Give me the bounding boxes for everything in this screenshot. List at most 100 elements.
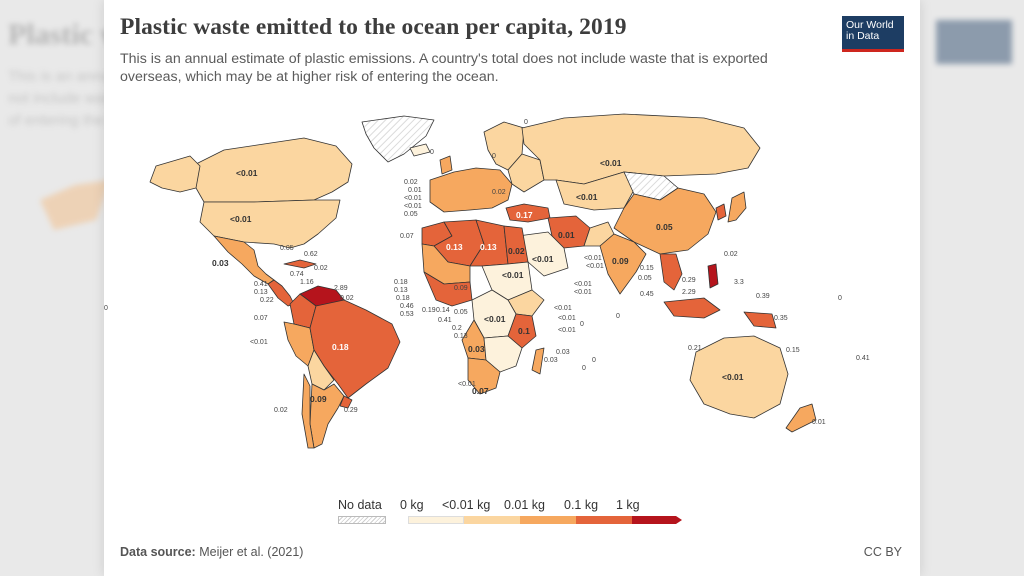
callout-asia-17: 0.01 [812, 419, 826, 426]
label-iran: 0.01 [558, 230, 575, 240]
callout-africa-2: 0.18 [396, 295, 410, 302]
country-chile[interactable] [301, 373, 315, 449]
callout-africa-21: <0.01 [574, 289, 592, 296]
label-south-africa: 0.07 [472, 386, 489, 396]
world-map-svg[interactable]: <0.01 <0.01 <0.01 <0.01 0.05 0.18 0.09 <… [104, 104, 920, 494]
country-indonesia[interactable] [663, 297, 721, 319]
country-uruguay[interactable] [339, 395, 353, 409]
label-brazil: 0.18 [332, 342, 349, 352]
label-tanzania: 0.1 [518, 326, 530, 336]
callout-africa-1: 0.13 [394, 287, 408, 294]
label-argentina: 0.09 [310, 394, 327, 404]
country-western-europe[interactable] [429, 167, 513, 213]
country-india[interactable] [599, 233, 647, 295]
source-value[interactable]: Meijer et al. (2021) [199, 545, 304, 559]
label-libya: 0.13 [480, 242, 497, 252]
legend-swatch-2 [520, 516, 576, 524]
callout-europe-3: 0.01 [408, 187, 422, 194]
callout-americas-6: 0.02 [340, 295, 354, 302]
callout-europe-4: <0.01 [404, 195, 422, 202]
legend-swatch-4 [632, 516, 682, 524]
callout-asia-11: 0.02 [724, 251, 738, 258]
legend-bin-2: 0.01 kg [504, 498, 546, 512]
callout-americas-13: 0.29 [344, 407, 358, 414]
callout-americas-2: 0.02 [314, 265, 328, 272]
country-korea[interactable] [715, 203, 727, 221]
country-russia[interactable] [521, 113, 761, 185]
country-png[interactable] [743, 311, 777, 329]
country-new-zealand[interactable] [785, 403, 817, 433]
callout-africa-18: 0 [582, 365, 586, 372]
country-japan[interactable] [727, 191, 747, 223]
callout-africa-8: 0.41 [438, 317, 452, 324]
chart-subtitle: This is an annual estimate of plastic em… [120, 51, 768, 85]
callout-asia-4: 0.15 [640, 265, 654, 272]
label-kazakhstan: <0.01 [576, 192, 598, 202]
callout-africa-16: 0 [580, 321, 584, 328]
callout-americas-9: 0.22 [260, 297, 274, 304]
label-turkey: 0.17 [516, 210, 533, 220]
country-uk[interactable] [439, 155, 453, 175]
country-china[interactable] [613, 187, 717, 255]
legend-no-data-swatch [338, 516, 386, 524]
callout-asia-16: 0 [838, 295, 842, 302]
label-angola: 0.03 [468, 344, 485, 354]
legend-bin-0: 0 kg [400, 498, 424, 512]
country-central-america[interactable] [267, 279, 295, 307]
label-mexico: 0.03 [212, 258, 229, 268]
callout-asia-8: 2.29 [682, 289, 696, 296]
callout-africa-3: 0.46 [400, 303, 414, 310]
callout-asia-13: 0.35 [774, 315, 788, 322]
callout-asia-15: 0.41 [856, 355, 870, 362]
callout-europe-9: 0 [524, 119, 528, 126]
data-source: Data source: Meijer et al. (2021) [120, 545, 303, 559]
logo-line-2: in Data [846, 30, 880, 42]
label-saudi: <0.01 [532, 254, 554, 264]
callout-europe-8: 0.02 [492, 189, 506, 196]
callout-africa-9: 0.2 [452, 325, 462, 332]
legend-bin-4: 1 kg [616, 498, 640, 512]
callout-africa-6: 0.14 [436, 307, 450, 314]
country-cuba[interactable] [283, 259, 317, 269]
callout-europe-0: 0 [430, 149, 434, 156]
legend-swatch-3 [576, 516, 632, 524]
license[interactable]: CC BY [863, 545, 902, 559]
label-china: 0.05 [656, 222, 673, 232]
legend-no-data-label: No data [338, 498, 382, 512]
callout-asia-7: 0.29 [682, 277, 696, 284]
country-tanzania[interactable] [507, 313, 537, 349]
legend-bin-1: <0.01 kg [442, 498, 491, 512]
country-indochina[interactable] [659, 253, 683, 291]
callout-asia-2: <0.01 [574, 281, 592, 288]
callout-americas-11: <0.01 [250, 339, 268, 346]
callout-asia-12: 0.21 [688, 345, 702, 352]
country-canada[interactable] [195, 137, 353, 203]
country-madagascar[interactable] [531, 347, 545, 375]
callout-americas-0: 0.05 [280, 245, 294, 252]
country-greenland[interactable] [361, 115, 435, 163]
callout-asia-0: <0.01 [584, 255, 602, 262]
country-kazakhstan[interactable] [555, 171, 635, 211]
callout-americas-1: 0.62 [304, 251, 318, 258]
callout-americas-12: 0.02 [274, 407, 288, 414]
country-egypt[interactable] [503, 225, 529, 265]
world-map[interactable]: <0.01 <0.01 <0.01 <0.01 0.05 0.18 0.09 <… [104, 104, 920, 494]
label-drc: <0.01 [484, 314, 506, 324]
owid-logo[interactable]: Our World in Data [842, 16, 904, 52]
country-philippines[interactable] [707, 263, 719, 289]
callout-americas-3: 0.74 [290, 271, 304, 278]
country-australia[interactable] [689, 335, 789, 419]
label-usa: <0.01 [230, 214, 252, 224]
callout-africa-0: 0.18 [394, 279, 408, 286]
country-iceland[interactable] [409, 143, 431, 157]
callout-africa-5: 0.19 [422, 307, 436, 314]
country-south-africa[interactable] [467, 357, 501, 395]
country-alaska[interactable] [149, 155, 201, 193]
country-peru[interactable] [283, 321, 315, 367]
background-logo [936, 20, 1012, 64]
callout-africa-17: 0.03 [544, 357, 558, 364]
callout-asia-5: 0.05 [638, 275, 652, 282]
callout-africa-4: 0.53 [400, 311, 414, 318]
callout-africa-20: 0 [592, 357, 596, 364]
callout-europe-5: <0.01 [404, 203, 422, 210]
